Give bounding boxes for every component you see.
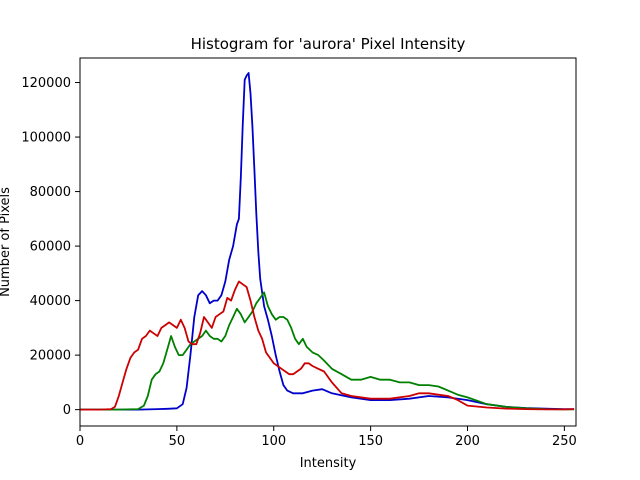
x-tick-label: 150 bbox=[358, 434, 383, 449]
series-lines bbox=[80, 72, 575, 411]
series-line-1 bbox=[80, 291, 575, 411]
y-tick-label: 100000 bbox=[21, 131, 71, 146]
series-line-2 bbox=[80, 280, 575, 411]
series-line-0 bbox=[80, 72, 575, 411]
x-tick-label: 100 bbox=[261, 434, 286, 449]
x-tick-label: 0 bbox=[76, 434, 84, 449]
x-axis-label: Intensity bbox=[300, 456, 357, 471]
x-tick-label: 250 bbox=[552, 434, 577, 449]
chart-title: Histogram for 'aurora' Pixel Intensity bbox=[191, 35, 466, 53]
y-tick-label: 40000 bbox=[30, 294, 71, 309]
y-tick-label: 60000 bbox=[30, 240, 71, 255]
y-axis-label: Number of Pixels bbox=[0, 187, 13, 297]
y-tick-label: 20000 bbox=[30, 349, 71, 364]
x-axis-ticks: 0 50 100 150 200 250 bbox=[76, 426, 577, 449]
x-tick-label: 200 bbox=[455, 434, 480, 449]
x-tick-label: 50 bbox=[169, 434, 186, 449]
y-tick-label: 120000 bbox=[21, 76, 71, 91]
y-tick-label: 80000 bbox=[30, 185, 71, 200]
y-tick-label: 0 bbox=[63, 403, 71, 418]
plot-frame bbox=[79, 57, 577, 427]
y-axis-ticks: 0 20000 40000 60000 80000 100000 120000 bbox=[21, 76, 80, 418]
